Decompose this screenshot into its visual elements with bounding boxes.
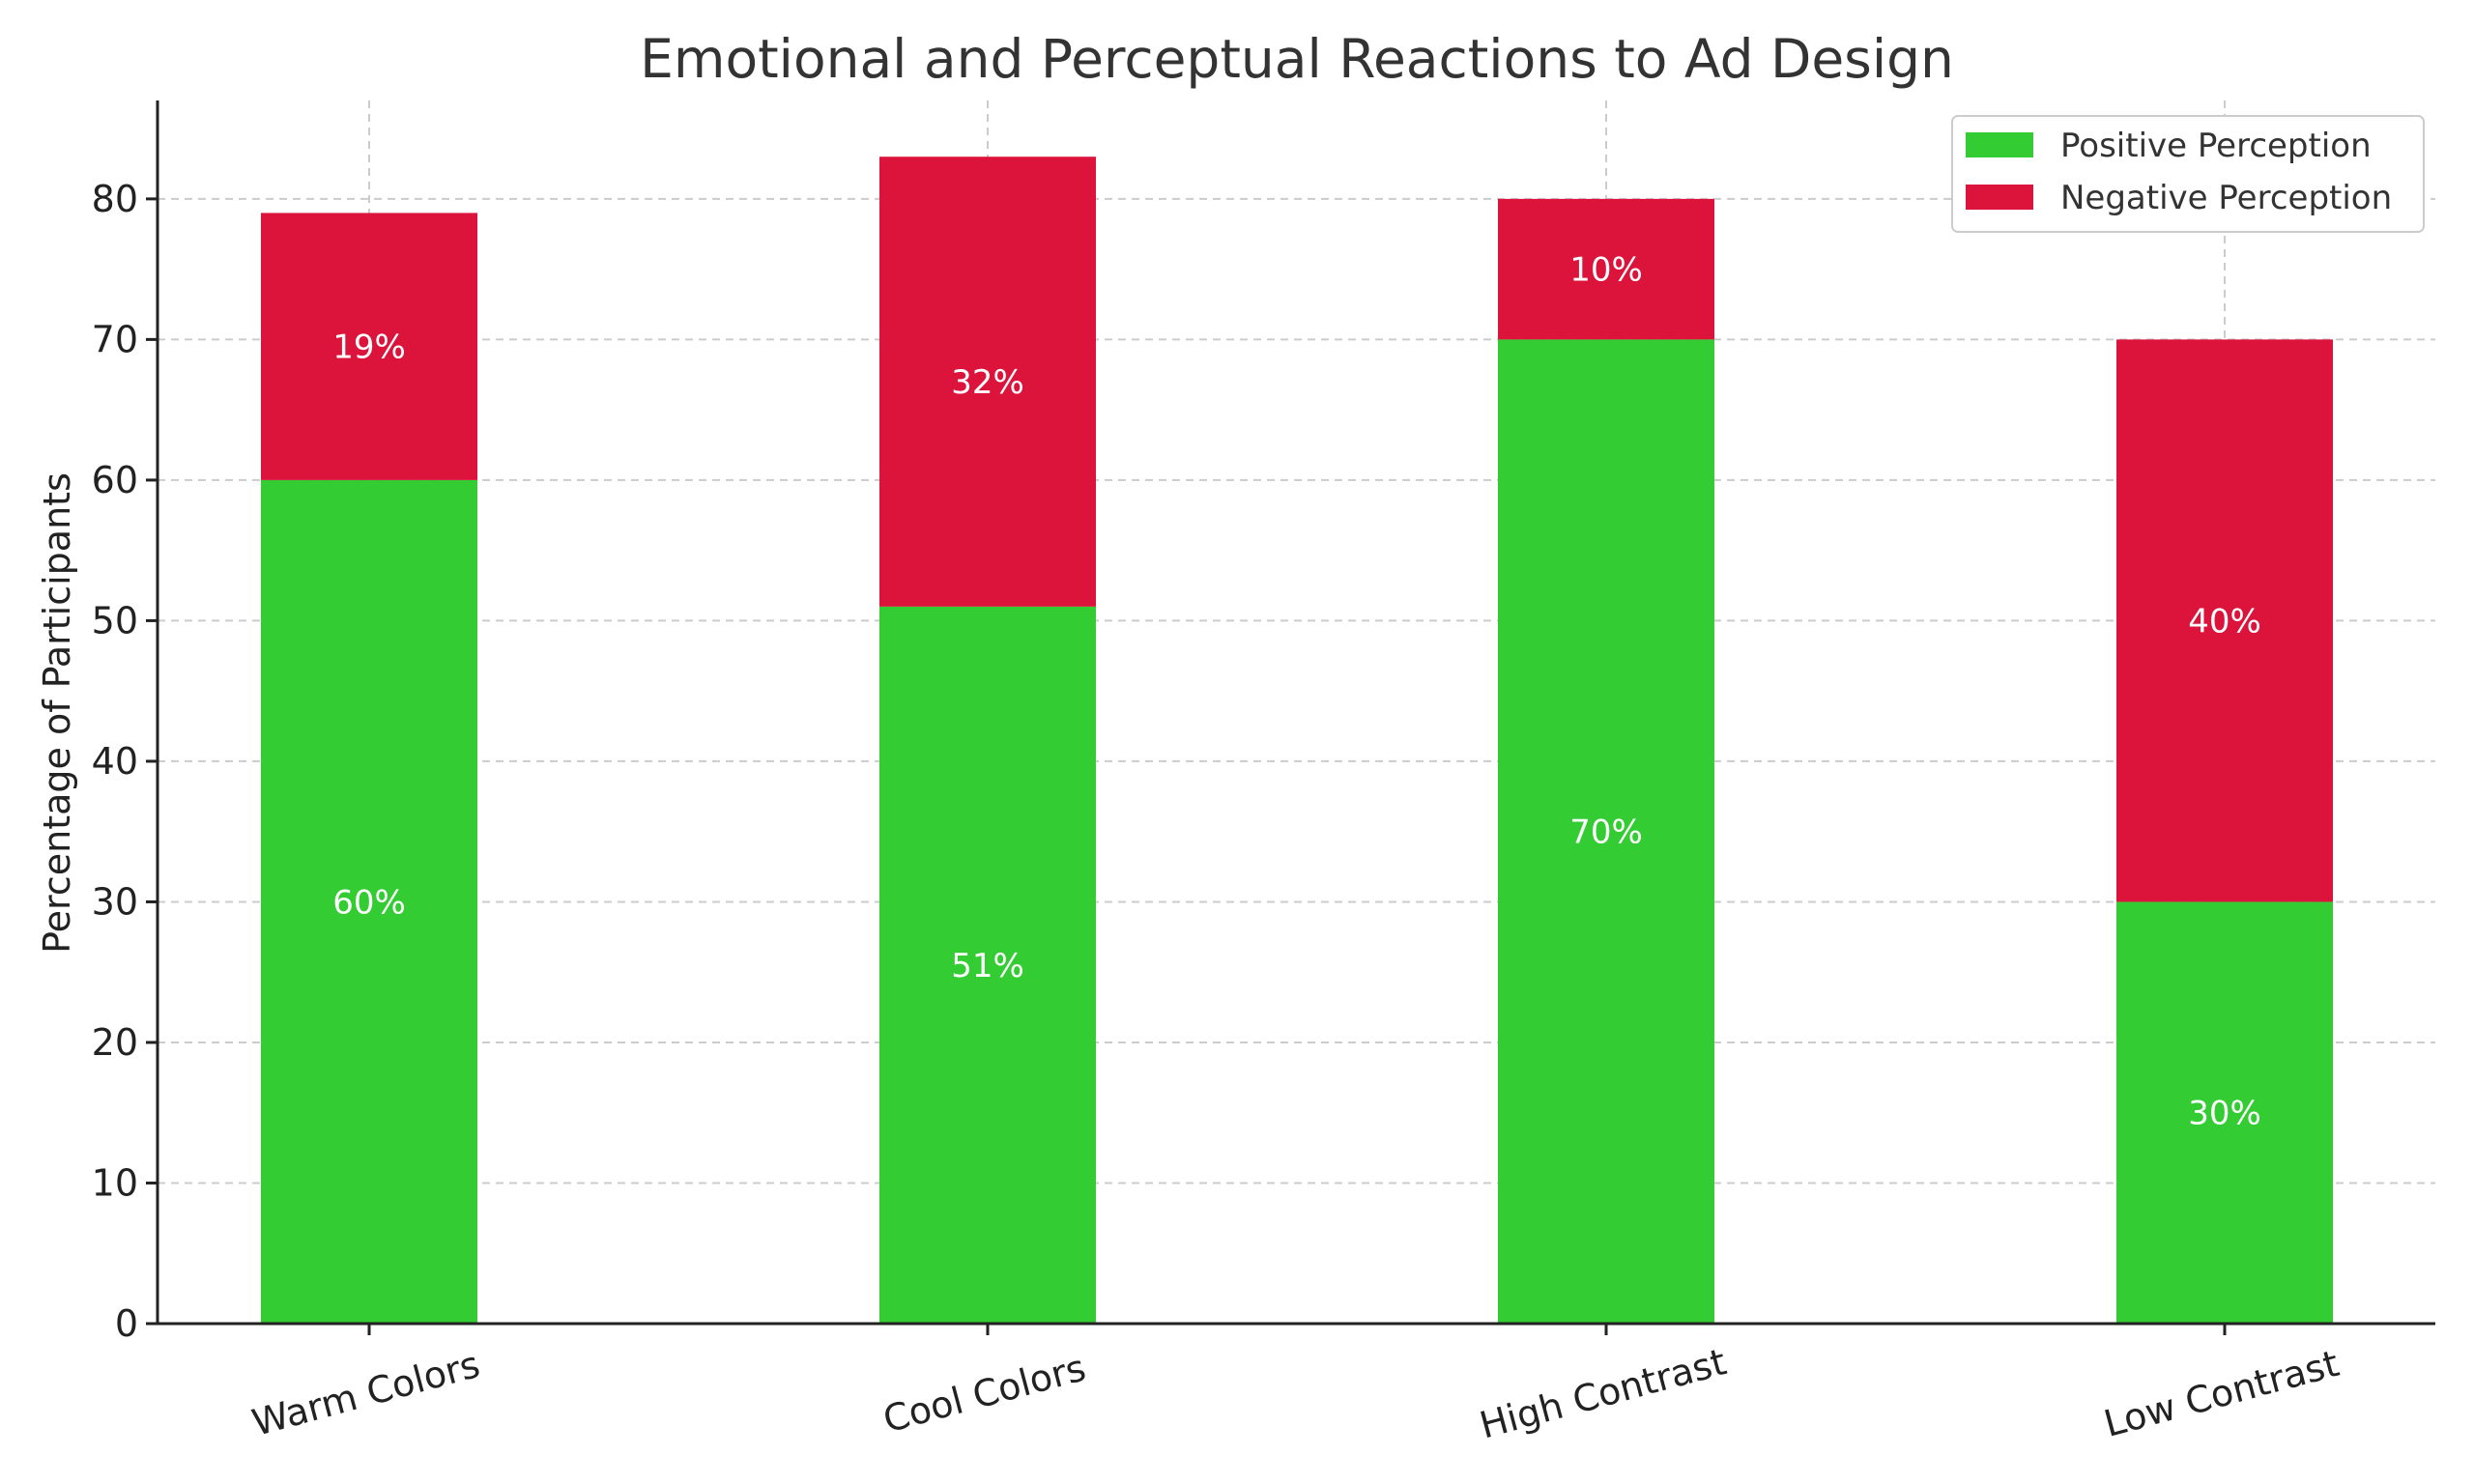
bar-label-negative-perception-warm-colors: 19% (332, 328, 406, 367)
grid-lines (158, 100, 2435, 1325)
legend-swatch-negative (1966, 185, 2033, 210)
bar-label-positive-perception-high-contrast: 70% (1569, 813, 1643, 852)
y-tick-labels: 0 10 20 30 40 50 60 70 80 (92, 178, 138, 1345)
bar-positive-perception-warm-colors (261, 479, 477, 1324)
legend-label-negative: Negative Perception (2060, 179, 2392, 217)
bar-negative-perception-warm-colors (261, 213, 477, 480)
bar-label-negative-perception-cool-colors: 32% (951, 363, 1024, 402)
y-tick-label: 70 (92, 318, 138, 360)
bar-label-positive-perception-low-contrast: 30% (2188, 1095, 2261, 1133)
y-tick-label: 10 (92, 1161, 138, 1204)
y-tick-label: 20 (92, 1021, 138, 1064)
y-tick-label: 50 (92, 599, 138, 642)
axes (146, 100, 2435, 1335)
x-tick-label-cool-colors: Cool Colors (878, 1346, 1090, 1441)
legend-box (1951, 115, 2425, 233)
legend: Positive Perception Negative Perception (1951, 115, 2425, 233)
bar-positive-perception-high-contrast (1498, 339, 1714, 1325)
x-tick-label-low-contrast: Low Contrast (2100, 1342, 2344, 1445)
bar-value-labels: 60% 19% 51% 32% 70% 10% 30% 40% (332, 251, 2261, 1133)
y-tick-label: 30 (92, 880, 138, 923)
x-tick-label-high-contrast: High Contrast (1476, 1340, 1731, 1446)
bar-negative-perception-cool-colors (879, 157, 1096, 607)
x-tick-labels: Warm Colors Cool Colors High Contrast Low C… (247, 1340, 2343, 1446)
bar-label-positive-perception-cool-colors: 51% (951, 947, 1024, 985)
x-tick-label-warm-colors: Warm Colors (247, 1343, 484, 1444)
bar-label-positive-perception-warm-colors: 60% (332, 883, 406, 922)
bar-positive-perception-low-contrast (2116, 901, 2333, 1324)
y-tick-label: 0 (115, 1302, 138, 1345)
bar-label-negative-perception-low-contrast: 40% (2188, 602, 2261, 641)
bars (261, 157, 2333, 1325)
bar-positive-perception-cool-colors (879, 606, 1096, 1324)
legend-label-positive: Positive Perception (2060, 127, 2372, 165)
bar-negative-perception-high-contrast (1498, 198, 1714, 340)
y-tick-label: 60 (92, 459, 138, 501)
bar-label-negative-perception-high-contrast: 10% (1569, 251, 1643, 290)
y-tick-label: 40 (92, 740, 138, 783)
y-axis-label: Percentage of Participants (36, 472, 78, 954)
legend-swatch-positive (1966, 132, 2033, 157)
bar-negative-perception-low-contrast (2116, 339, 2333, 902)
y-tick-label: 80 (92, 178, 138, 220)
chart-title: Emotional and Perceptual Reactions to Ad… (640, 28, 1954, 90)
